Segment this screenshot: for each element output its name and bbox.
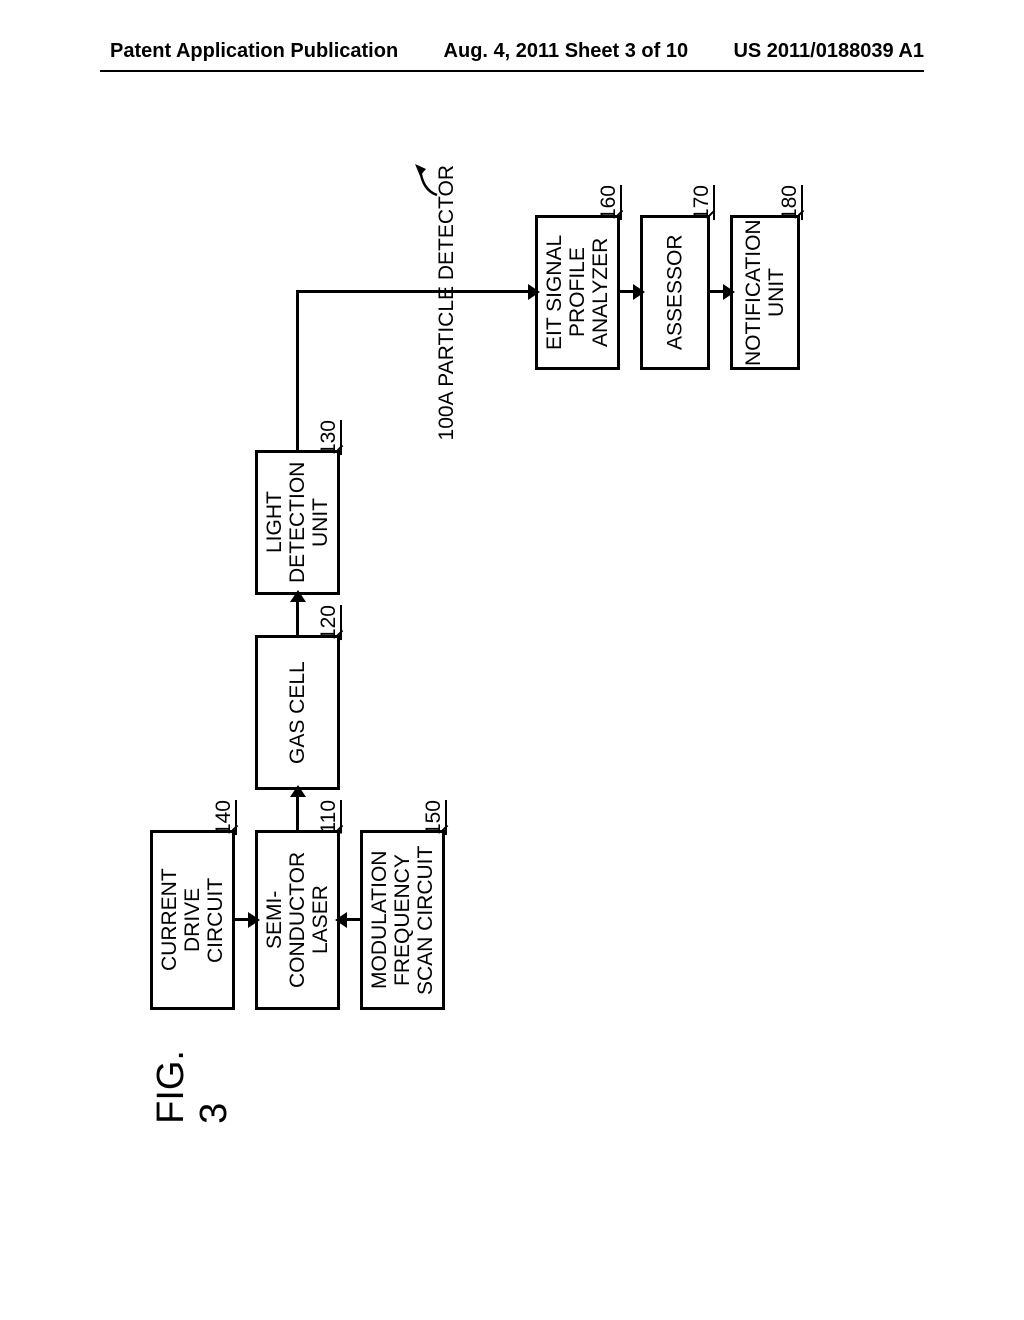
title-leader-icon — [412, 160, 442, 200]
header-center: Aug. 4, 2011 Sheet 3 of 10 — [444, 40, 689, 63]
arrow-head-icon — [335, 912, 347, 928]
block-label: EIT SIGNAL PROFILE ANALYZER — [543, 235, 612, 350]
arrow-head-icon — [528, 284, 540, 300]
block-semiconductor-laser: SEMI- CONDUCTOR LASER — [255, 830, 340, 1010]
block-label: SEMI- CONDUCTOR LASER — [263, 852, 332, 988]
block-eit-signal-profile-analyzer: EIT SIGNAL PROFILE ANALYZER — [535, 215, 620, 370]
header-left: Patent Application Publication — [110, 40, 398, 63]
block-notification-unit: NOTIFICATION UNIT — [730, 215, 800, 370]
arrow-head-icon — [723, 284, 735, 300]
block-label: GAS CELL — [286, 661, 309, 764]
arrow-head-icon — [248, 912, 260, 928]
block-light-detection-unit: LIGHT DETECTION UNIT — [255, 450, 340, 595]
arrow-head-icon — [290, 590, 306, 602]
arrow-line — [296, 290, 535, 293]
block-gas-cell: GAS CELL — [255, 635, 340, 790]
block-modulation-frequency-scan: MODULATION FREQUENCY SCAN CIRCUIT — [360, 830, 445, 1010]
block-label: ASSESSOR — [663, 235, 686, 351]
arrow-line — [296, 290, 299, 450]
diagram-title: 100A PARTICLE DETECTOR — [435, 165, 459, 440]
page-header: Patent Application Publication Aug. 4, 2… — [0, 40, 1024, 63]
header-rule — [100, 70, 924, 72]
arrow-head-icon — [633, 284, 645, 300]
diagram: 100A PARTICLE DETECTOR CURRENT DRIVE CIR… — [150, 180, 850, 1080]
block-current-drive-circuit: CURRENT DRIVE CIRCUIT — [150, 830, 235, 1010]
block-label: NOTIFICATION UNIT — [742, 219, 788, 366]
block-label: CURRENT DRIVE CIRCUIT — [158, 869, 227, 972]
figure-label: FIG. 3 — [150, 1050, 236, 1124]
arrow-head-icon — [290, 785, 306, 797]
block-label: LIGHT DETECTION UNIT — [263, 462, 332, 583]
block-assessor: ASSESSOR — [640, 215, 710, 370]
header-right: US 2011/0188039 A1 — [733, 40, 924, 63]
block-label: MODULATION FREQUENCY SCAN CIRCUIT — [368, 845, 437, 994]
